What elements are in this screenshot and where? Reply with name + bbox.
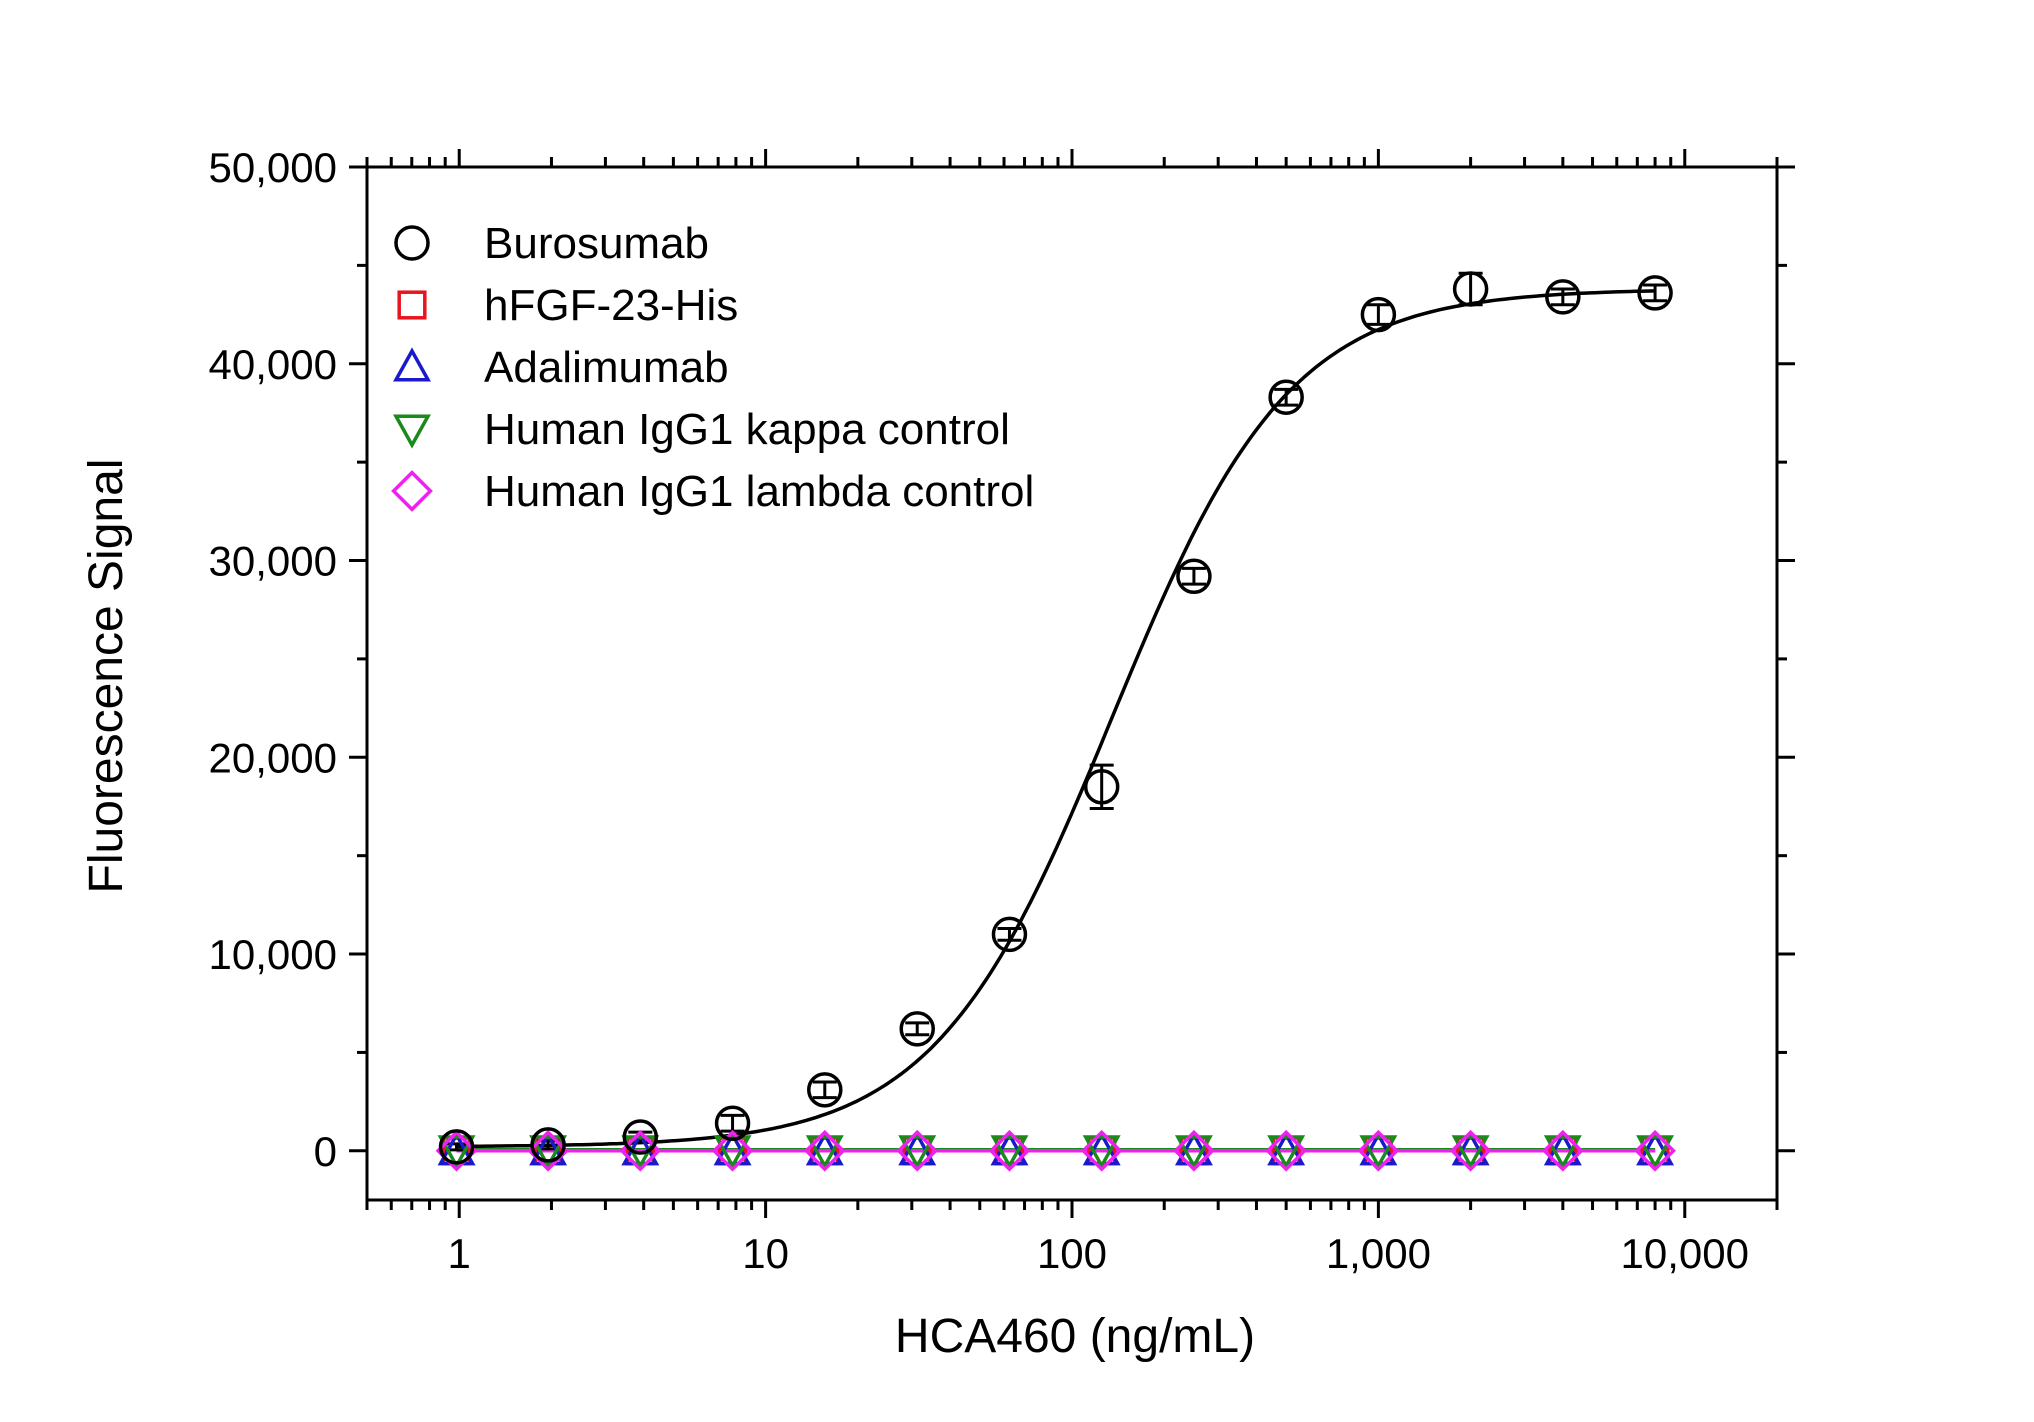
y-tick-label: 20,000 (209, 734, 337, 781)
x-tick-label: 1 (448, 1230, 471, 1277)
point-burosumab (1360, 296, 1397, 333)
x-axis-title: HCA460 (ng/mL) (895, 1310, 1255, 1363)
y-tick-label: 0 (314, 1128, 337, 1175)
point-burosumab (622, 1119, 659, 1155)
point-human-igg1-lambda-control (1173, 1129, 1215, 1172)
y-tick-label: 30,000 (209, 538, 337, 585)
point-human-igg1-kappa-control (1359, 1135, 1398, 1170)
point-burosumab (1452, 271, 1489, 307)
y-axis-title: Fluorescence Signal (80, 459, 133, 894)
point-human-igg1-kappa-control (437, 1135, 476, 1170)
y-tick-label: 40,000 (209, 341, 337, 388)
point-burosumab (1637, 275, 1673, 311)
legend: Burosumab hFGF-23-His Adalimumab Human IgG1… (391, 219, 1034, 516)
point-burosumab (530, 1127, 566, 1163)
legend-symbol-human-igg1-kappa-control (393, 414, 431, 449)
point-human-igg1-lambda-control (896, 1129, 939, 1172)
x-tick-label: 100 (1037, 1230, 1107, 1277)
point-human-igg1-kappa-control (990, 1135, 1029, 1170)
legend-label-hfgf-23-his: hFGF-23-His (484, 281, 738, 330)
point-human-igg1-kappa-control (898, 1135, 937, 1170)
point-human-igg1-kappa-control (1543, 1135, 1582, 1170)
point-human-igg1-kappa-control (713, 1135, 752, 1170)
point-human-igg1-kappa-control (1267, 1135, 1306, 1170)
point-human-igg1-lambda-control (1080, 1129, 1123, 1172)
point-human-igg1-lambda-control (1357, 1129, 1400, 1172)
point-human-igg1-lambda-control (1541, 1129, 1584, 1172)
point-human-igg1-kappa-control (1174, 1135, 1213, 1170)
point-burosumab (438, 1129, 475, 1165)
legend-label-human-igg1-kappa-control: Human IgG1 kappa control (484, 405, 1010, 454)
point-human-igg1-lambda-control (1449, 1129, 1492, 1172)
legend-label-human-igg1-lambda-control: Human IgG1 lambda control (484, 467, 1034, 516)
point-burosumab (1176, 558, 1212, 595)
data-points (435, 271, 1676, 1172)
legend-symbol-burosumab (394, 225, 430, 261)
point-burosumab (991, 916, 1028, 953)
point-burosumab (714, 1105, 751, 1142)
point-human-igg1-kappa-control (1451, 1135, 1490, 1170)
point-human-igg1-lambda-control (711, 1129, 754, 1172)
point-burosumab (807, 1072, 843, 1108)
tick-marks (349, 149, 1795, 1218)
point-burosumab (1268, 379, 1304, 415)
y-tick-label: 50,000 (209, 144, 337, 191)
legend-symbol-hfgf-23-his (397, 290, 427, 320)
x-tick-label: 10 (742, 1230, 789, 1277)
point-human-igg1-lambda-control (1265, 1129, 1308, 1172)
x-tick-label: 1,000 (1326, 1230, 1431, 1277)
y-tick-labels: 0 10,000 20,000 30,000 40,000 50,000 (209, 144, 337, 1175)
point-human-igg1-lambda-control (803, 1129, 846, 1172)
legend-label-adalimumab: Adalimumab (484, 343, 729, 392)
point-human-igg1-kappa-control (1636, 1135, 1675, 1170)
point-human-igg1-lambda-control (988, 1129, 1031, 1172)
x-tick-labels: 1 10 100 1,000 10,000 (448, 1230, 1749, 1277)
legend-symbol-adalimumab (393, 347, 431, 382)
point-burosumab (1083, 769, 1120, 805)
y-tick-label: 10,000 (209, 931, 337, 978)
point-human-igg1-lambda-control (527, 1129, 569, 1172)
point-burosumab (899, 1011, 935, 1047)
point-burosumab (1545, 279, 1581, 315)
point-human-igg1-kappa-control (805, 1135, 844, 1170)
legend-symbol-human-igg1-lambda-control (391, 470, 433, 512)
x-tick-label: 10,000 (1621, 1230, 1749, 1277)
point-human-igg1-lambda-control (1634, 1129, 1676, 1172)
point-human-igg1-kappa-control (529, 1135, 568, 1170)
point-human-igg1-lambda-control (435, 1129, 478, 1172)
point-human-igg1-kappa-control (1082, 1135, 1121, 1170)
legend-label-burosumab: Burosumab (484, 219, 709, 268)
